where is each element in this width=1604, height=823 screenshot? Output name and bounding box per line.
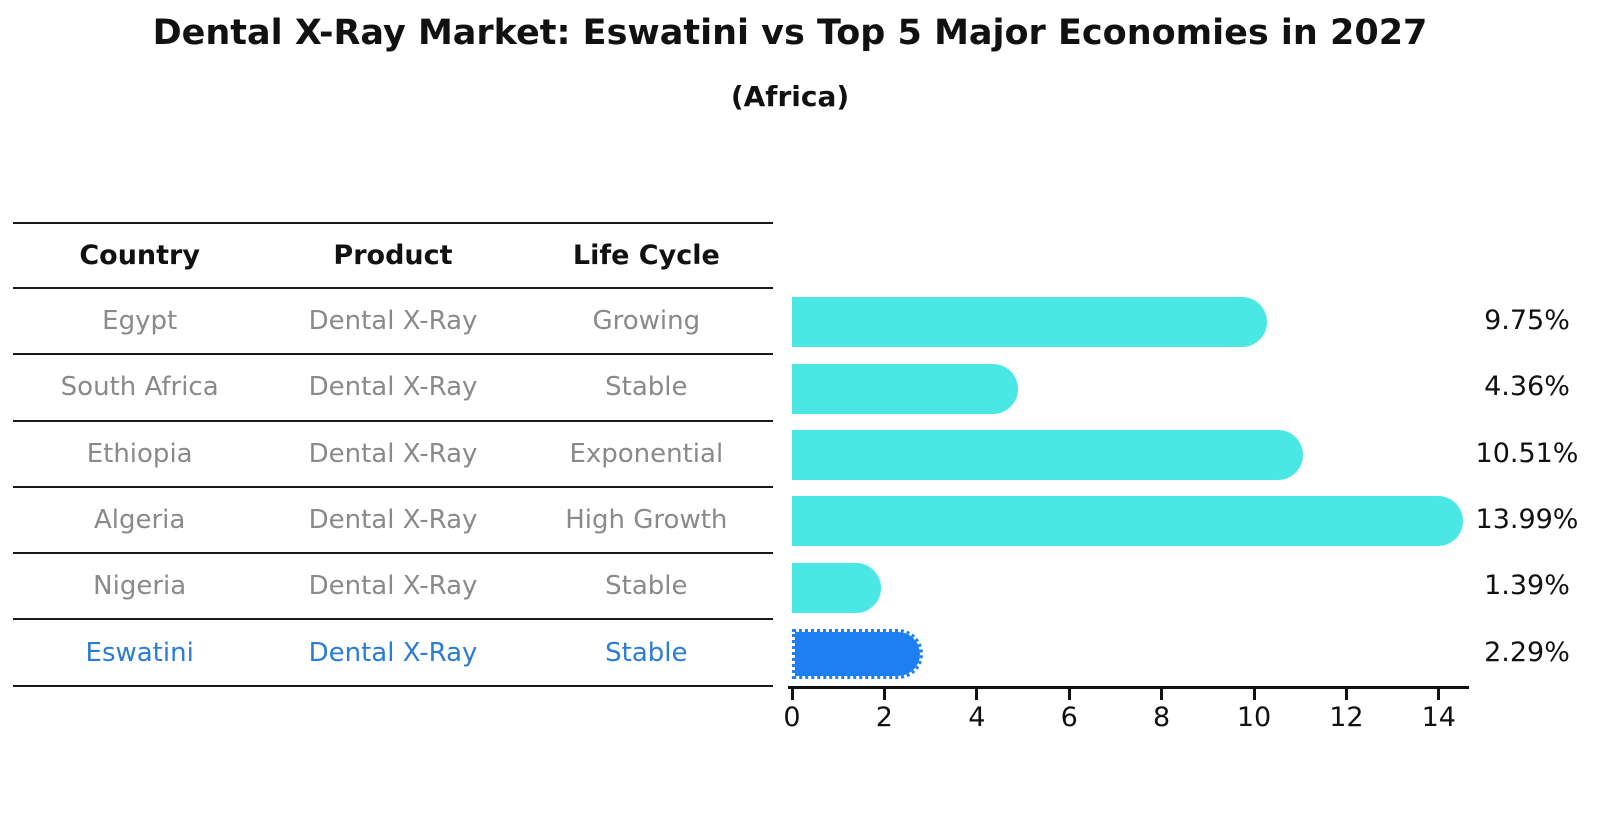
table-header-life-cycle: Life Cycle <box>572 240 720 271</box>
product-cell: Dental X-Ray <box>308 571 478 602</box>
life-cycle-cell: Stable <box>605 571 688 602</box>
country-cell: Ethiopia <box>86 438 193 469</box>
table-row-egypt: Egypt Dental X-Ray Growing <box>13 289 773 356</box>
country-cell: Algeria <box>93 505 186 536</box>
product-cell: Dental X-Ray <box>308 505 478 536</box>
bar-nigeria <box>792 562 882 613</box>
x-axis-tick-label: 6 <box>1060 702 1078 733</box>
x-axis-tick <box>790 689 794 700</box>
bar-ethiopia <box>792 429 1303 480</box>
x-axis-line <box>788 686 1469 689</box>
product-cell: Dental X-Ray <box>308 637 478 668</box>
bar-eswatini <box>792 628 923 679</box>
x-axis-tick <box>882 689 886 700</box>
x-axis: 0 2 4 6 8 10 12 14 <box>783 686 1469 746</box>
bar-egypt <box>792 297 1268 348</box>
country-cell: Egypt <box>102 306 178 337</box>
table-row-nigeria: Nigeria Dental X-Ray Stable <box>13 554 773 621</box>
value-label-ethiopia: 10.51% <box>1475 437 1579 469</box>
table-row-algeria: Algeria Dental X-Ray High Growth <box>13 488 773 555</box>
value-label-algeria: 13.99% <box>1475 503 1579 535</box>
x-axis-tick <box>1437 689 1441 700</box>
life-cycle-cell: Stable <box>605 372 688 403</box>
product-cell: Dental X-Ray <box>308 372 478 403</box>
country-cell: South Africa <box>60 372 219 403</box>
bar-south-africa <box>792 363 1019 414</box>
x-axis-tick-label: 4 <box>968 702 986 733</box>
x-axis-tick <box>1344 689 1348 700</box>
x-axis-tick-label: 14 <box>1421 702 1456 733</box>
value-label-nigeria: 1.39% <box>1484 570 1570 602</box>
product-cell: Dental X-Ray <box>308 306 478 337</box>
life-cycle-cell: Stable <box>605 637 688 668</box>
life-cycle-cell: Growing <box>592 306 701 337</box>
x-axis-tick-label: 8 <box>1153 702 1171 733</box>
bar-algeria <box>792 496 1464 547</box>
country-cell: Eswatini <box>85 637 194 668</box>
x-axis-tick-label: 2 <box>875 702 893 733</box>
x-axis-tick-label: 12 <box>1329 702 1364 733</box>
table-header-product: Product <box>333 240 453 271</box>
value-label-eswatini: 2.29% <box>1484 636 1570 668</box>
table-header-country: Country <box>79 240 200 271</box>
table-row-ethiopia: Ethiopia Dental X-Ray Exponential <box>13 422 773 488</box>
table-header-row: Country Product Life Cycle <box>13 224 773 289</box>
table-row-south-africa: South Africa Dental X-Ray Stable <box>13 355 773 422</box>
x-axis-tick-label: 0 <box>783 702 801 733</box>
country-table: Country Product Life Cycle Egypt Dental … <box>13 222 773 687</box>
life-cycle-cell: Exponential <box>569 438 724 469</box>
value-label-south-africa: 4.36% <box>1484 371 1570 403</box>
chart-title: Dental X-Ray Market: Eswatini vs Top 5 M… <box>152 13 1428 53</box>
country-cell: Nigeria <box>93 571 187 602</box>
x-axis-tick-label: 10 <box>1236 702 1272 733</box>
chart-subtitle: (Africa) <box>730 80 850 113</box>
product-cell: Dental X-Ray <box>308 438 478 469</box>
x-axis-tick <box>1160 689 1164 700</box>
life-cycle-cell: High Growth <box>565 505 728 536</box>
x-axis-tick <box>1067 689 1071 700</box>
x-axis-tick <box>1252 689 1256 700</box>
table-row-eswatini: Eswatini Dental X-Ray Stable <box>13 620 773 687</box>
x-axis-tick <box>975 689 979 700</box>
value-label-egypt: 9.75% <box>1484 305 1570 336</box>
